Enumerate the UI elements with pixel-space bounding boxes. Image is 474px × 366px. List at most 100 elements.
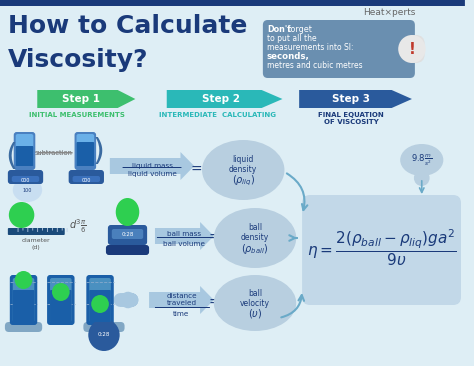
Polygon shape bbox=[299, 90, 412, 108]
Text: liquid volume: liquid volume bbox=[128, 171, 176, 177]
FancyBboxPatch shape bbox=[155, 307, 210, 308]
Ellipse shape bbox=[400, 144, 443, 176]
Ellipse shape bbox=[214, 208, 296, 268]
Text: traveled: traveled bbox=[166, 300, 197, 306]
FancyBboxPatch shape bbox=[13, 278, 34, 322]
Text: 0:28: 0:28 bbox=[98, 332, 110, 337]
FancyBboxPatch shape bbox=[108, 225, 147, 245]
FancyBboxPatch shape bbox=[5, 322, 42, 332]
Ellipse shape bbox=[9, 202, 34, 228]
Ellipse shape bbox=[52, 283, 70, 301]
FancyBboxPatch shape bbox=[89, 290, 111, 322]
Polygon shape bbox=[110, 152, 194, 180]
FancyBboxPatch shape bbox=[89, 278, 111, 322]
FancyBboxPatch shape bbox=[10, 275, 37, 325]
Text: $(\rho_{liq})$: $(\rho_{liq})$ bbox=[232, 174, 255, 188]
Ellipse shape bbox=[15, 271, 32, 289]
Text: $9.8\frac{m}{s^2}$: $9.8\frac{m}{s^2}$ bbox=[411, 152, 432, 168]
FancyBboxPatch shape bbox=[73, 176, 100, 182]
Polygon shape bbox=[155, 222, 214, 250]
Text: 100: 100 bbox=[23, 187, 32, 193]
FancyBboxPatch shape bbox=[263, 20, 415, 78]
Text: INTERMEDIATE  CALCULATING: INTERMEDIATE CALCULATING bbox=[159, 112, 276, 118]
Text: $\eta=\dfrac{2(\rho_{ball}-\rho_{liq})ga^2}{9\upsilon}$: $\eta=\dfrac{2(\rho_{ball}-\rho_{liq})ga… bbox=[307, 228, 456, 268]
Text: liquid: liquid bbox=[233, 156, 254, 164]
Text: 000: 000 bbox=[82, 179, 91, 183]
Text: measurements into SI:: measurements into SI: bbox=[267, 43, 353, 52]
Polygon shape bbox=[167, 90, 283, 108]
FancyBboxPatch shape bbox=[8, 228, 65, 235]
FancyBboxPatch shape bbox=[57, 228, 58, 232]
Text: Viscosity?: Viscosity? bbox=[8, 48, 148, 72]
Text: ball: ball bbox=[248, 290, 262, 299]
Ellipse shape bbox=[214, 275, 296, 331]
FancyBboxPatch shape bbox=[16, 134, 33, 166]
Ellipse shape bbox=[88, 319, 119, 351]
Text: ball mass: ball mass bbox=[167, 231, 201, 237]
FancyBboxPatch shape bbox=[123, 167, 182, 168]
Text: $(\upsilon)$: $(\upsilon)$ bbox=[248, 306, 262, 320]
Text: Step 2: Step 2 bbox=[201, 94, 240, 104]
FancyBboxPatch shape bbox=[112, 229, 143, 239]
FancyBboxPatch shape bbox=[50, 278, 72, 322]
Text: diameter: diameter bbox=[22, 238, 51, 243]
FancyBboxPatch shape bbox=[13, 290, 34, 322]
FancyBboxPatch shape bbox=[0, 0, 465, 6]
Text: velocity: velocity bbox=[240, 299, 270, 307]
FancyBboxPatch shape bbox=[12, 176, 39, 182]
FancyBboxPatch shape bbox=[69, 170, 104, 184]
Text: =: = bbox=[208, 296, 219, 310]
Text: density: density bbox=[241, 232, 269, 242]
Text: FINAL EQUATION: FINAL EQUATION bbox=[318, 112, 384, 118]
Ellipse shape bbox=[202, 140, 284, 200]
Text: time: time bbox=[173, 311, 190, 317]
FancyBboxPatch shape bbox=[52, 228, 53, 231]
Polygon shape bbox=[37, 90, 136, 108]
FancyBboxPatch shape bbox=[302, 195, 461, 305]
Text: forget: forget bbox=[285, 25, 312, 34]
FancyBboxPatch shape bbox=[76, 134, 94, 166]
FancyBboxPatch shape bbox=[83, 322, 125, 332]
FancyBboxPatch shape bbox=[37, 228, 38, 232]
FancyBboxPatch shape bbox=[16, 146, 33, 166]
Ellipse shape bbox=[116, 198, 139, 226]
Text: liquid mass: liquid mass bbox=[131, 163, 173, 169]
Text: to put all the: to put all the bbox=[267, 34, 317, 43]
Text: $d^3\frac{\pi}{6}$: $d^3\frac{\pi}{6}$ bbox=[70, 217, 87, 235]
FancyBboxPatch shape bbox=[407, 35, 425, 63]
Text: subtraction: subtraction bbox=[35, 150, 73, 156]
Text: =: = bbox=[191, 163, 202, 177]
FancyBboxPatch shape bbox=[74, 132, 96, 170]
Text: (d): (d) bbox=[32, 245, 41, 250]
FancyBboxPatch shape bbox=[27, 228, 28, 232]
Text: ): ) bbox=[92, 138, 104, 167]
Polygon shape bbox=[149, 286, 214, 314]
FancyBboxPatch shape bbox=[47, 275, 74, 325]
Text: How to Calculate: How to Calculate bbox=[8, 14, 247, 38]
Text: 0:28: 0:28 bbox=[121, 232, 134, 238]
Text: density: density bbox=[229, 164, 257, 173]
Text: !: ! bbox=[409, 41, 415, 56]
Ellipse shape bbox=[13, 178, 42, 202]
Text: INITIAL MEASUREMENTS: INITIAL MEASUREMENTS bbox=[28, 112, 125, 118]
FancyBboxPatch shape bbox=[42, 228, 43, 231]
FancyBboxPatch shape bbox=[157, 237, 216, 238]
FancyBboxPatch shape bbox=[50, 290, 72, 322]
Text: Heat×perts: Heat×perts bbox=[363, 8, 415, 17]
Text: ): ) bbox=[2, 138, 14, 167]
Text: seconds,: seconds, bbox=[267, 52, 310, 61]
Text: 000: 000 bbox=[21, 179, 30, 183]
Text: $(\rho_{ball})$: $(\rho_{ball})$ bbox=[241, 242, 269, 256]
FancyBboxPatch shape bbox=[106, 245, 149, 255]
Text: distance: distance bbox=[166, 293, 197, 299]
Text: ball volume: ball volume bbox=[164, 241, 205, 247]
FancyBboxPatch shape bbox=[14, 132, 35, 170]
Text: ball: ball bbox=[248, 224, 262, 232]
Ellipse shape bbox=[91, 295, 109, 313]
Text: Don't: Don't bbox=[267, 25, 291, 34]
Ellipse shape bbox=[414, 170, 429, 186]
Text: OF VISCOSITY: OF VISCOSITY bbox=[324, 119, 379, 125]
FancyBboxPatch shape bbox=[32, 228, 33, 231]
Text: metres and cubic metres: metres and cubic metres bbox=[267, 61, 363, 70]
FancyBboxPatch shape bbox=[47, 228, 48, 232]
